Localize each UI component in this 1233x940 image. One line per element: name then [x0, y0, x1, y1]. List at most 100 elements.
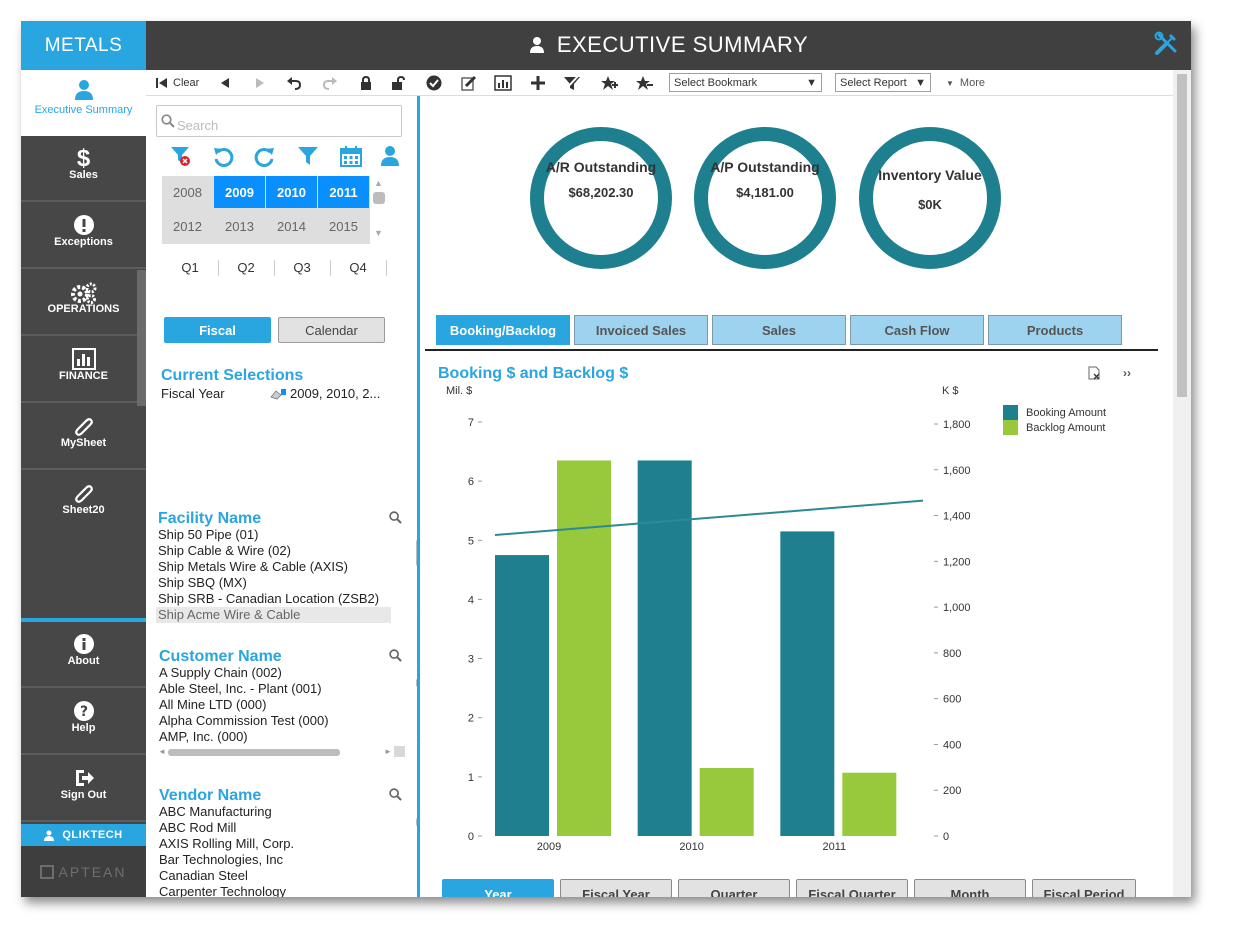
- quarter-q3[interactable]: Q3: [293, 260, 311, 275]
- list-item[interactable]: AXIS Rolling Mill, Corp.: [159, 836, 295, 851]
- more-button[interactable]: ▼ More: [946, 73, 985, 93]
- scroll-thumb[interactable]: [373, 192, 385, 204]
- list-item[interactable]: Ship Cable & Wire (02): [158, 543, 291, 558]
- dimension-fiscal-year-button[interactable]: Fiscal Year: [560, 879, 672, 897]
- tab-products[interactable]: Products: [988, 315, 1122, 345]
- add-bookmark-icon[interactable]: [600, 73, 618, 93]
- nav-item-sheet20[interactable]: Sheet20: [21, 472, 146, 537]
- year-cell[interactable]: 2012: [173, 218, 202, 234]
- unlock-icon[interactable]: [391, 73, 405, 93]
- list-item[interactable]: Ship SRB - Canadian Location (ZSB2): [158, 591, 380, 606]
- quarter-q1[interactable]: Q1: [181, 260, 199, 275]
- year-cell[interactable]: 2015: [329, 218, 358, 234]
- scroll-right-icon: ►: [384, 747, 392, 756]
- nav-item-exceptions[interactable]: Exceptions: [21, 204, 146, 269]
- nav-item-operations[interactable]: OPERATIONS: [21, 271, 146, 336]
- list-item[interactable]: All Mine LTD (000): [159, 697, 267, 712]
- nav-scrollbar[interactable]: [137, 270, 146, 406]
- fiscal-button[interactable]: Fiscal: [164, 317, 271, 343]
- search-input[interactable]: [177, 114, 397, 136]
- clear-filter-icon[interactable]: [170, 145, 192, 172]
- undo-icon[interactable]: [212, 145, 234, 172]
- nav-item-executive-summary[interactable]: Executive Summary: [21, 70, 146, 136]
- list-item[interactable]: Ship Metals Wire & Cable (AXIS): [158, 559, 349, 574]
- panel-splitter[interactable]: [417, 96, 420, 897]
- list-item[interactable]: Carpenter Technology: [159, 884, 286, 897]
- year-cell-selected[interactable]: 2011: [318, 176, 369, 208]
- list-item[interactable]: Alpha Commission Test (000): [159, 713, 329, 728]
- y-tick-label: 3: [468, 654, 474, 666]
- tools-icon[interactable]: [1153, 31, 1179, 62]
- dimension-fiscal-quarter-button[interactable]: Fiscal Quarter: [796, 879, 908, 897]
- list-item[interactable]: Able Steel, Inc. - Plant (001): [159, 681, 322, 696]
- quarter-q2[interactable]: Q2: [237, 260, 255, 275]
- scroll-thumb[interactable]: [168, 749, 340, 756]
- tab-sales[interactable]: Sales: [712, 315, 846, 345]
- redo-icon[interactable]: [322, 73, 338, 93]
- list-item[interactable]: Ship 50 Pipe (01): [158, 527, 259, 542]
- forward-icon[interactable]: [254, 73, 266, 93]
- eraser-icon[interactable]: [270, 388, 286, 400]
- remove-bookmark-icon[interactable]: [635, 73, 653, 93]
- back-icon[interactable]: [219, 73, 231, 93]
- list-item[interactable]: A Supply Chain (002): [159, 665, 282, 680]
- tab-booking-backlog[interactable]: Booking/Backlog: [436, 315, 570, 345]
- dimension-year-button[interactable]: Year: [442, 879, 554, 897]
- nav-item-about[interactable]: About: [21, 623, 146, 688]
- dimension-quarter-button[interactable]: Quarter: [678, 879, 790, 897]
- check-icon[interactable]: [426, 73, 442, 93]
- customer-list-hscrollbar[interactable]: ◄ ►: [158, 746, 405, 757]
- nav-item-mysheet[interactable]: MySheet: [21, 405, 146, 470]
- calendar-button[interactable]: Calendar: [278, 317, 385, 343]
- clear-filter-icon[interactable]: [563, 73, 581, 93]
- vendor-logo: APTEAN: [21, 846, 146, 897]
- list-item[interactable]: Ship Acme Wire & Cable: [156, 607, 391, 623]
- lock-icon[interactable]: [360, 73, 372, 93]
- report-select[interactable]: Select Report ▼: [835, 73, 931, 92]
- list-item[interactable]: ABC Rod Mill: [159, 820, 237, 835]
- search-icon[interactable]: [389, 511, 402, 529]
- tab-invoiced-sales[interactable]: Invoiced Sales: [574, 315, 708, 345]
- search-icon[interactable]: [389, 649, 402, 667]
- filter-panel: 2008 2009 2010 2011 2012 2013 2014 2015 …: [146, 96, 423, 897]
- nav-item-sales[interactable]: $ Sales: [21, 137, 146, 202]
- list-item[interactable]: AMP, Inc. (000): [159, 729, 248, 744]
- year-list-scrollbar[interactable]: ▲ ▼: [372, 178, 386, 242]
- undo-icon[interactable]: [286, 73, 302, 93]
- clear-button[interactable]: Clear: [156, 73, 199, 93]
- search-icon[interactable]: [389, 788, 402, 806]
- year-cell-selected[interactable]: 2010: [266, 176, 317, 208]
- list-item[interactable]: Ship SBQ (MX): [158, 575, 247, 590]
- year-cell-selected[interactable]: 2009: [214, 176, 265, 208]
- chart-icon[interactable]: [494, 73, 512, 93]
- scroll-thumb[interactable]: [1177, 74, 1187, 397]
- main-content: A/R Outstanding $68,202.30 A/P Outstandi…: [420, 96, 1172, 897]
- nav-item-finance[interactable]: FINANCE: [21, 338, 146, 403]
- year-cell[interactable]: 2013: [225, 218, 254, 234]
- year-cell[interactable]: 2008: [173, 184, 202, 200]
- main-scrollbar[interactable]: [1173, 70, 1191, 897]
- edit-icon[interactable]: [461, 73, 477, 93]
- bookmark-select[interactable]: Select Bookmark ▼: [669, 73, 822, 92]
- dimension-fiscal-period-button[interactable]: Fiscal Period: [1032, 879, 1136, 897]
- redo-icon[interactable]: [254, 145, 276, 172]
- nav-item-sign-out[interactable]: Sign Out: [21, 757, 146, 822]
- search-box[interactable]: [156, 105, 402, 137]
- selection-value-row[interactable]: 2009, 2010, 2...: [270, 386, 380, 401]
- list-item[interactable]: Canadian Steel: [159, 868, 248, 883]
- filter-icon[interactable]: [297, 145, 319, 172]
- scroll-down-icon: ▼: [374, 228, 383, 238]
- add-icon[interactable]: [531, 73, 545, 93]
- year-cell[interactable]: 2014: [277, 218, 306, 234]
- dimension-month-button[interactable]: Month: [914, 879, 1026, 897]
- expand-icon[interactable]: ››: [1123, 366, 1131, 380]
- nav-item-label: Sales: [69, 169, 98, 181]
- tab-cash-flow[interactable]: Cash Flow: [850, 315, 984, 345]
- list-item[interactable]: ABC Manufacturing: [159, 804, 272, 819]
- user-icon[interactable]: [380, 145, 400, 172]
- list-item[interactable]: Bar Technologies, Inc: [159, 852, 284, 867]
- quarter-q4[interactable]: Q4: [349, 260, 367, 275]
- calendar-icon[interactable]: [340, 145, 362, 172]
- clear-chart-selection-icon[interactable]: [1087, 366, 1101, 385]
- nav-item-help[interactable]: ? Help: [21, 690, 146, 755]
